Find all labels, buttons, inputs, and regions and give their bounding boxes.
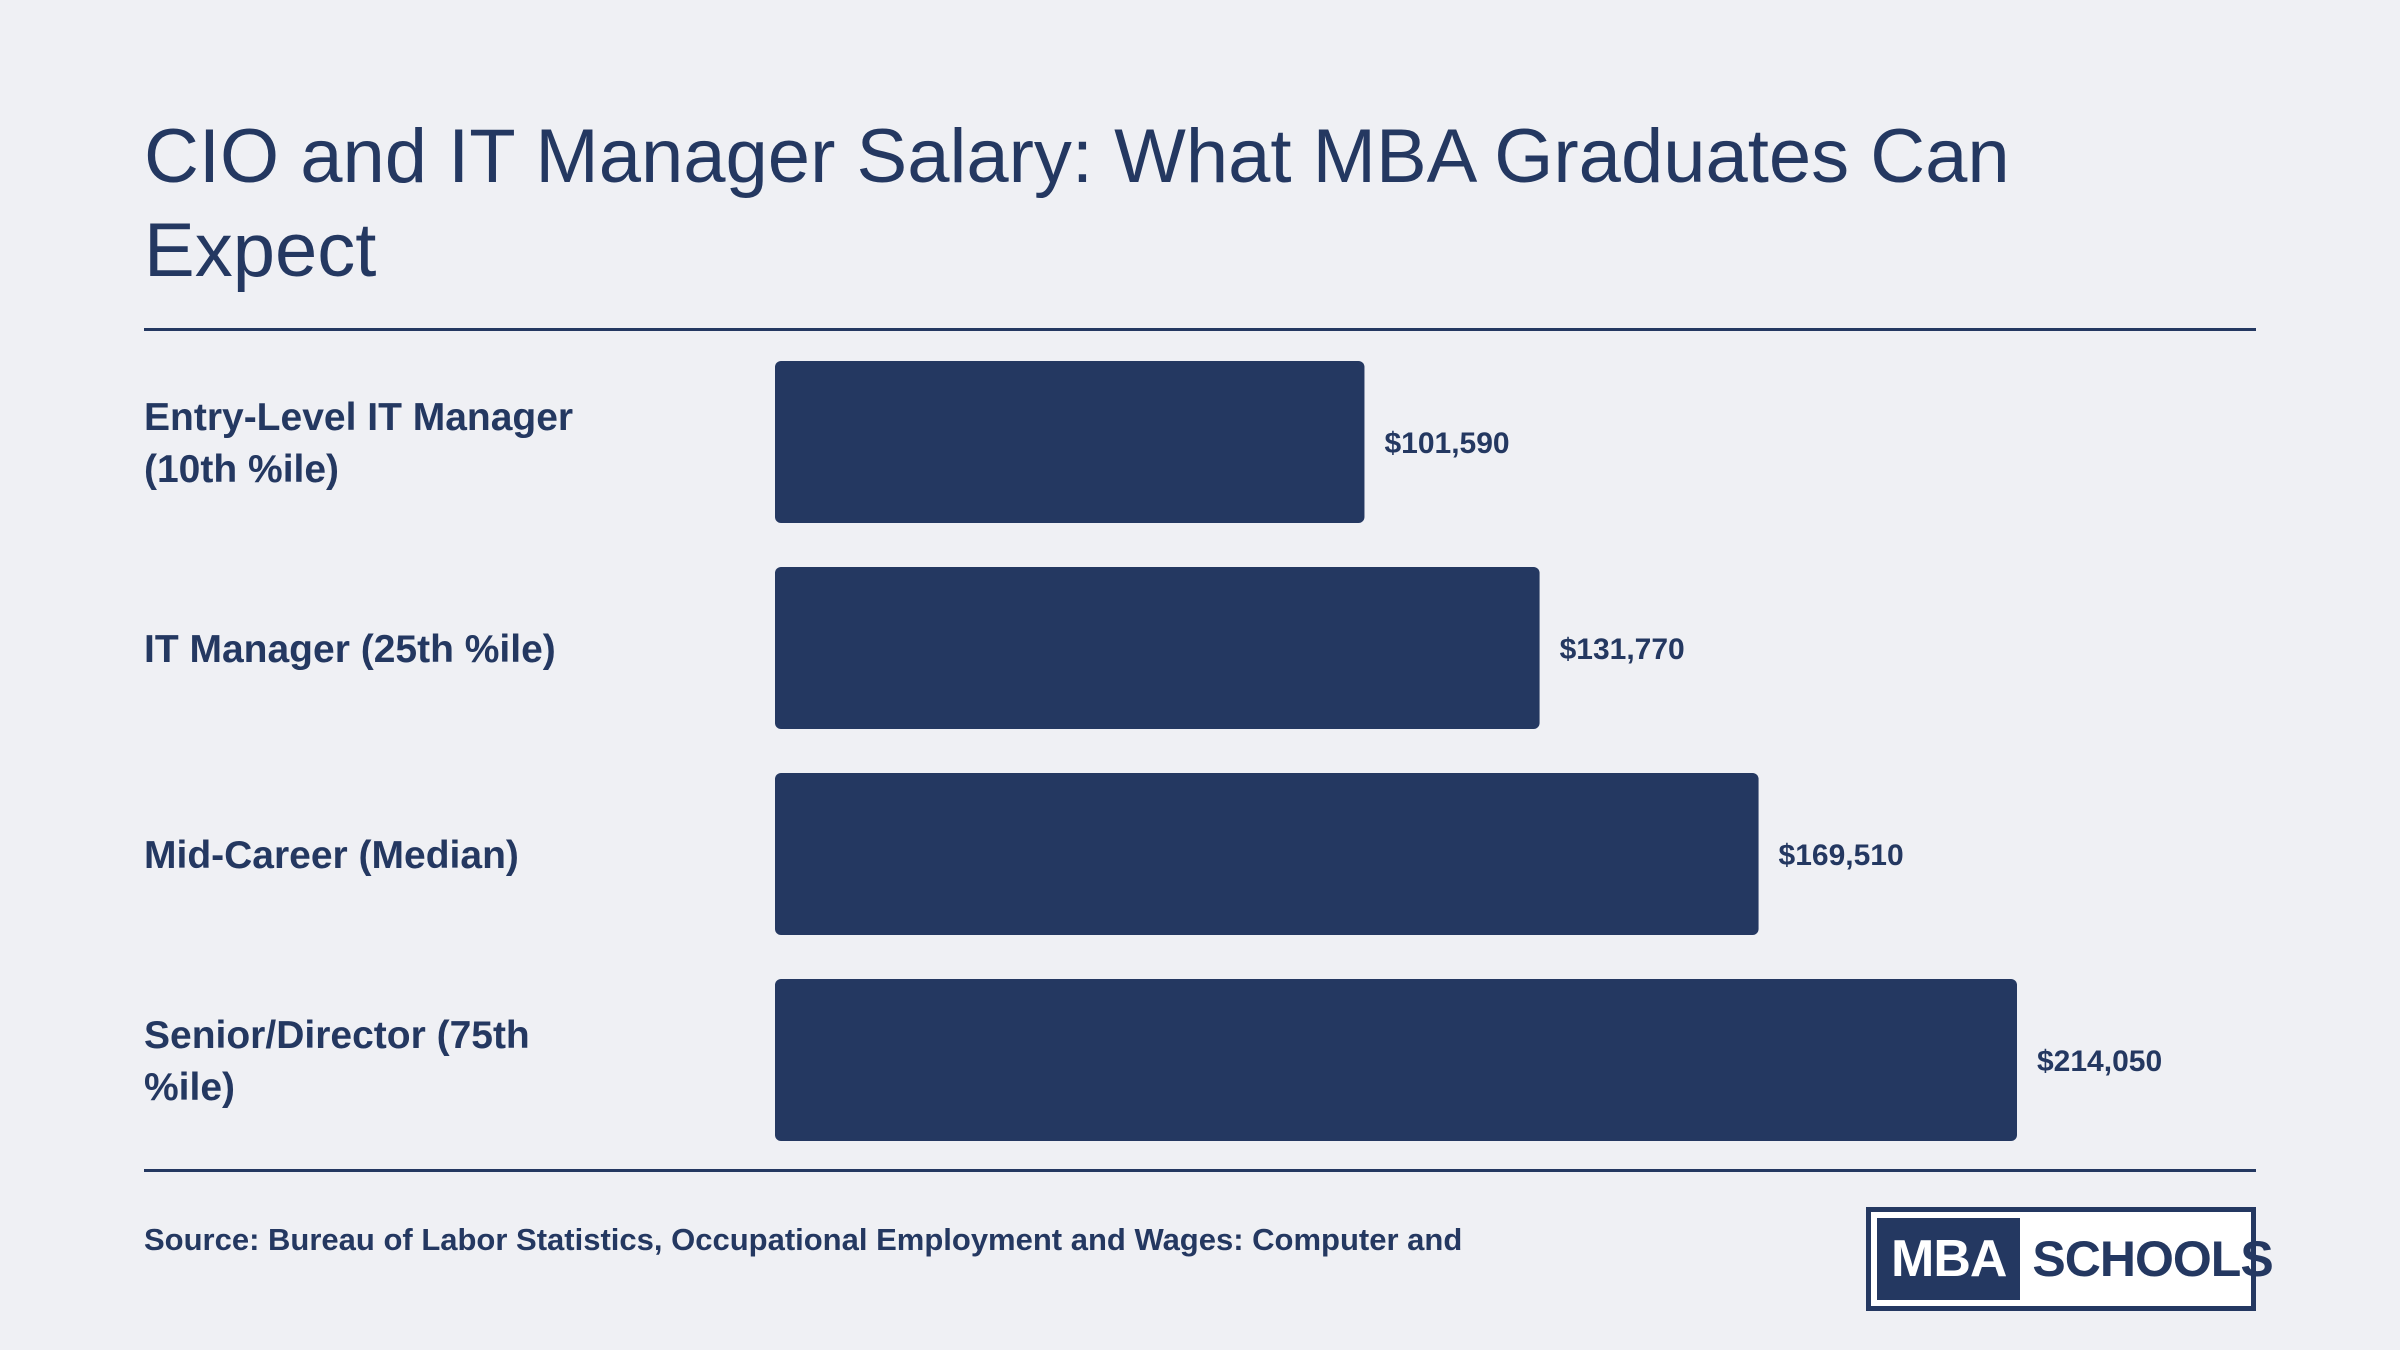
bar-2 [775,567,1540,729]
value-label-2: $131,770 [1560,633,1685,666]
category-label-4-line-1: Senior/Director (75th [144,1014,530,1057]
value-label-1: $101,590 [1384,427,1509,460]
category-label-1-line-2: (10th %ile) [144,448,339,491]
top-divider [144,328,2256,331]
category-label-3: Mid-Career (Median) [144,834,519,877]
logo-mba-text: MBA [1877,1218,2021,1300]
category-label-4: Senior/Director (75th %ile) [144,1014,530,1109]
value-label-4: $214,050 [2037,1045,2162,1078]
category-label-2-line-1: IT Manager (25th %ile) [144,628,556,671]
category-label-1: Entry-Level IT Manager (10th %ile) [144,396,573,491]
category-label-3-line-1: Mid-Career (Median) [144,834,519,877]
source-note: Source: Bureau of Labor Statistics, Occu… [144,1222,1463,1257]
chart-title: CIO and IT Manager Salary: What MBA Grad… [144,114,2010,293]
category-label-1-line-1: Entry-Level IT Manager [144,396,573,439]
category-label-2: IT Manager (25th %ile) [144,628,556,671]
mba-schools-logo: MBA SCHOOLS [1866,1207,2274,1311]
bar-3 [775,773,1759,935]
category-label-4-line-2: %ile) [144,1066,235,1109]
bar-1 [775,361,1365,523]
logo-schools-text: SCHOOLS [2032,1231,2273,1287]
value-label-3: $169,510 [1779,839,1904,872]
bottom-divider [144,1169,2256,1172]
bar-4 [775,979,2017,1141]
